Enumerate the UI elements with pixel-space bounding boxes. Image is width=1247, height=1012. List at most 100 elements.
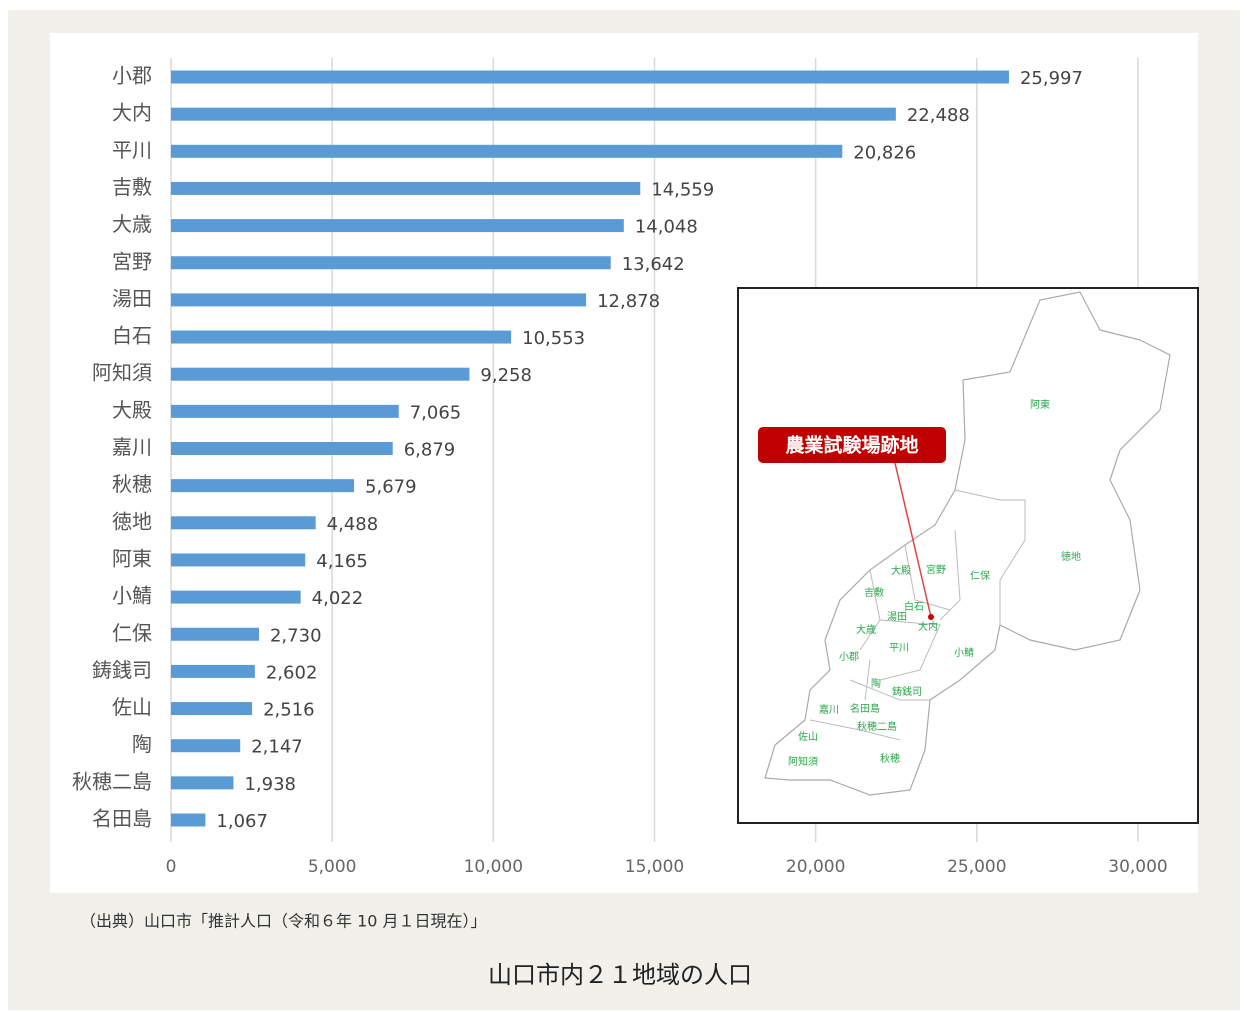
bar xyxy=(171,590,301,604)
x-tick-label: 10,000 xyxy=(464,857,523,877)
y-tick-label: 徳地 xyxy=(112,509,152,533)
bar xyxy=(171,107,896,121)
y-tick-label: 白石 xyxy=(112,324,152,348)
y-tick-label: 陶 xyxy=(132,732,152,756)
callout-box xyxy=(758,427,946,463)
callout-line xyxy=(894,462,932,618)
bar xyxy=(171,330,512,344)
map-label: 阿東 xyxy=(1030,398,1050,411)
map-label: 鋳銭司 xyxy=(892,685,922,698)
x-tick-label: 20,000 xyxy=(786,857,845,877)
map-label: 湯田 xyxy=(887,610,907,623)
data-label: 1,067 xyxy=(216,811,268,832)
data-label: 7,065 xyxy=(410,402,462,423)
y-tick-label: 大内 xyxy=(112,101,152,125)
bar xyxy=(171,702,253,716)
bar xyxy=(171,181,641,195)
map-label: 阿知須 xyxy=(788,755,818,768)
y-tick-label: 嘉川 xyxy=(112,435,152,459)
callout-dot xyxy=(928,614,934,620)
bar xyxy=(171,256,611,270)
y-tick-label: 吉敷 xyxy=(112,175,152,199)
data-label: 22,488 xyxy=(907,105,970,126)
x-tick-label: 0 xyxy=(166,857,177,877)
data-label: 2,516 xyxy=(263,700,315,721)
data-label: 13,642 xyxy=(622,254,685,275)
bar xyxy=(171,70,1009,84)
bar xyxy=(171,404,399,418)
map-label: 秋穂 xyxy=(880,752,900,765)
data-label: 12,878 xyxy=(597,291,660,312)
y-tick-label: 湯田 xyxy=(112,286,152,310)
y-tick-label: 平川 xyxy=(112,138,152,162)
y-tick-label: 大殿 xyxy=(112,398,152,422)
bar xyxy=(171,293,587,307)
data-label: 25,997 xyxy=(1020,68,1083,89)
data-label: 14,559 xyxy=(651,179,714,200)
map-label: 秋穂二島 xyxy=(857,720,897,733)
data-label: 9,258 xyxy=(480,365,532,386)
y-tick-label: 鋳銭司 xyxy=(92,658,152,682)
bar xyxy=(171,442,393,455)
bar xyxy=(171,516,316,530)
x-tick-label: 25,000 xyxy=(947,857,1006,877)
data-label: 6,879 xyxy=(404,440,456,461)
map-label: 小鯖 xyxy=(954,646,974,659)
y-tick-label: 大歳 xyxy=(112,212,152,236)
map-label: 大殿 xyxy=(891,564,911,577)
y-tick-label: 宮野 xyxy=(112,249,152,273)
map-borders xyxy=(809,489,1026,741)
bar xyxy=(171,219,624,233)
bar xyxy=(171,813,206,827)
map-label: 吉敷 xyxy=(864,586,884,599)
y-tick-label: 仁保 xyxy=(112,621,152,645)
source-note: （出典）山口市「推計人口（令和６年 10 月１日現在）」 xyxy=(80,912,487,931)
x-tick-label: 30,000 xyxy=(1108,857,1167,877)
y-tick-label: 阿東 xyxy=(112,546,152,570)
bar xyxy=(171,553,306,567)
y-tick-label: 小郡 xyxy=(112,64,152,88)
y-tick-label: 秋穂 xyxy=(112,472,152,496)
chart-title: 山口市内２１地域の人口 xyxy=(488,961,752,989)
data-label: 20,826 xyxy=(853,142,916,163)
map-label: 陶 xyxy=(871,677,881,690)
data-label: 4,165 xyxy=(316,551,368,572)
bar xyxy=(171,479,355,493)
data-label: 2,730 xyxy=(270,625,322,646)
y-tick-label: 阿知須 xyxy=(92,361,152,385)
y-tick-label: 名田島 xyxy=(92,807,152,831)
x-tick-label: 15,000 xyxy=(625,857,684,877)
data-label: 14,048 xyxy=(635,217,698,238)
map-label: 小郡 xyxy=(839,651,859,663)
data-label: 2,147 xyxy=(251,737,303,758)
bar xyxy=(171,664,255,678)
data-label: 4,022 xyxy=(312,588,364,609)
map-label: 名田島 xyxy=(850,702,880,715)
map-label: 嘉川 xyxy=(819,703,839,716)
map-label: 宮野 xyxy=(926,563,946,576)
map-label: 徳地 xyxy=(1061,550,1081,563)
data-label: 5,679 xyxy=(365,477,417,498)
x-tick-label: 5,000 xyxy=(308,857,357,877)
map-label: 大歳 xyxy=(856,623,876,636)
bar xyxy=(171,776,234,790)
bar xyxy=(171,627,259,641)
map-label: 平川 xyxy=(889,643,909,654)
y-tick-label: 小鯖 xyxy=(112,584,152,608)
data-label: 4,488 xyxy=(327,514,379,535)
bar xyxy=(171,144,843,158)
y-tick-label: 佐山 xyxy=(112,695,152,719)
map-label: 白石 xyxy=(904,600,924,613)
data-label: 2,602 xyxy=(266,662,318,683)
callout-text: 農業試験場跡地 xyxy=(785,434,918,457)
map-label: 仁保 xyxy=(970,569,990,582)
data-label: 10,553 xyxy=(522,328,585,349)
map-label: 佐山 xyxy=(798,731,818,743)
bar xyxy=(171,367,470,381)
map-label: 大内 xyxy=(918,620,938,633)
y-tick-label: 秋穂二島 xyxy=(72,769,152,793)
bar xyxy=(171,739,241,753)
